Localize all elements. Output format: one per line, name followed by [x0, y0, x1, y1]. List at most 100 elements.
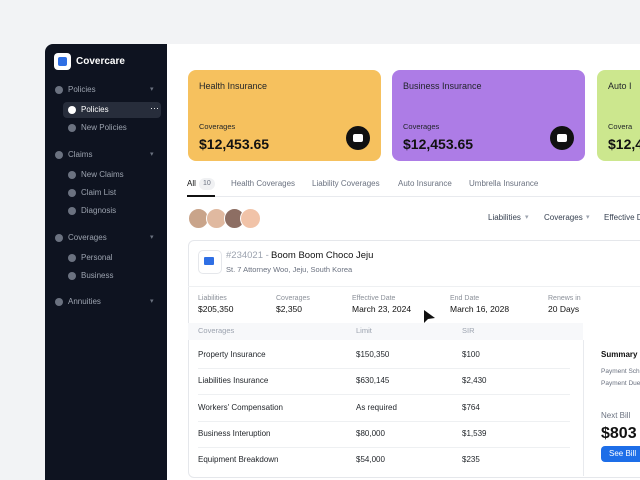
item-icon	[68, 171, 76, 179]
tab[interactable]: All	[187, 179, 196, 188]
summary-line: Payment Due	[601, 380, 640, 387]
card-title: Health Insurance	[199, 81, 268, 91]
table-header-cell: Coverages	[198, 326, 235, 335]
policy-name: Boom Boom Choco Jeju	[271, 250, 374, 261]
table-header	[188, 323, 583, 340]
section-label[interactable]: Claims	[68, 150, 93, 159]
card-label: Coverages	[199, 122, 236, 131]
chevron: ▾	[150, 298, 154, 305]
nav-item[interactable]: New Claims	[81, 170, 124, 179]
item-icon	[68, 207, 76, 215]
policy-card	[188, 240, 640, 478]
stat-label: Effective Date	[352, 295, 396, 302]
table-cell: Business Interuption	[198, 429, 271, 438]
item-icon	[68, 272, 76, 280]
chevron: ▾	[525, 214, 529, 221]
table-cell: Liabilities Insurance	[198, 376, 269, 385]
card-title: Auto I	[608, 81, 632, 91]
stat-label: Coverages	[276, 295, 310, 302]
policy-icon	[198, 250, 222, 274]
table-cell: Workers' Compensation	[198, 403, 283, 412]
active-bg	[63, 102, 161, 118]
row-divider	[198, 421, 570, 422]
chevron: ▾	[150, 234, 154, 241]
table-header-cell: SIR	[462, 326, 475, 335]
nav-item[interactable]: Personal	[81, 253, 113, 262]
section-label[interactable]: Coverages	[68, 233, 107, 242]
nav-item[interactable]: Policies	[81, 105, 109, 114]
table-cell: $54,000	[356, 455, 385, 464]
table-cell: $80,000	[356, 429, 385, 438]
section-icon	[55, 234, 63, 242]
policy-id: #234021 -	[226, 250, 269, 261]
logo-mark	[58, 57, 67, 66]
more: ···	[150, 103, 159, 113]
card-icon-glyph	[353, 134, 363, 142]
section-label[interactable]: Policies	[68, 85, 96, 94]
summary-line: Payment Sch	[601, 368, 640, 375]
filter[interactable]: Effective D	[604, 213, 640, 222]
item-icon	[68, 189, 76, 197]
next-bill-label: Next Bill	[601, 411, 631, 420]
section-icon	[55, 298, 63, 306]
stat-value: 20 Days	[548, 304, 580, 314]
divider	[188, 286, 640, 287]
nav-item[interactable]: Claim List	[81, 188, 117, 197]
tab[interactable]: Umbrella Insurance	[469, 179, 539, 188]
stat-value: $205,350	[198, 304, 234, 314]
avatar	[240, 208, 261, 229]
tab-badge-bg	[199, 178, 215, 190]
table-cell: $235	[462, 455, 480, 464]
tab[interactable]: Auto Insurance	[398, 179, 452, 188]
table-cell: Property Insurance	[198, 350, 266, 359]
item-icon	[68, 254, 76, 262]
section-icon	[55, 151, 63, 159]
stat-label: Liabilities	[198, 295, 227, 302]
summary-title: Summary I	[601, 350, 640, 359]
insurance-card[interactable]	[597, 70, 640, 161]
filter[interactable]: Coverages	[544, 213, 583, 222]
see-bill-label: See Bill	[609, 449, 637, 458]
policy-address: St. 7 Attorney Woo, Jeju, South Korea	[226, 265, 353, 274]
cursor	[424, 310, 435, 323]
section-icon	[55, 86, 63, 94]
card-label: Coverages	[403, 122, 440, 131]
card-icon-glyph	[557, 134, 567, 142]
tab[interactable]: Health Coverages	[231, 179, 296, 188]
tab[interactable]: Liability Coverages	[312, 179, 380, 188]
stat-value: March 16, 2028	[450, 304, 510, 314]
table-cell: $2,430	[462, 376, 487, 385]
summary-divider	[583, 340, 584, 476]
card-label: Covera	[608, 122, 633, 131]
tab-underline	[187, 195, 215, 197]
row-divider	[198, 447, 570, 448]
stat-label: End Date	[450, 295, 480, 302]
card-amount: $12,453.65	[199, 136, 270, 152]
table-cell: $100	[462, 350, 480, 359]
nav-item[interactable]: Diagnosis	[81, 206, 117, 215]
item-icon	[68, 106, 76, 114]
row-divider	[198, 368, 570, 369]
tab-divider	[187, 196, 640, 197]
table-header-cell: Limit	[356, 326, 372, 335]
section-label[interactable]: Annuities	[68, 297, 101, 306]
filter[interactable]: Liabilities	[488, 213, 521, 222]
table-cell: $764	[462, 403, 480, 412]
nav-item[interactable]: Business	[81, 271, 114, 280]
chevron: ▾	[586, 214, 590, 221]
stat-label: Renews in	[548, 295, 581, 302]
nav-item[interactable]: New Policies	[81, 123, 127, 132]
chevron: ▾	[150, 86, 154, 93]
brand: Covercare	[76, 56, 125, 67]
table-cell: $150,350	[356, 350, 390, 359]
stat-value: $2,350	[276, 304, 302, 314]
item-icon	[68, 124, 76, 132]
stat-value: March 23, 2024	[352, 304, 412, 314]
card-amount: $12,453.65	[403, 136, 474, 152]
card-amount: $12,4	[608, 136, 640, 152]
chevron: ▾	[150, 151, 154, 158]
see-bill-button[interactable]	[601, 446, 640, 462]
card-title: Business Insurance	[403, 81, 482, 91]
policy-icon-glyph	[204, 257, 214, 265]
